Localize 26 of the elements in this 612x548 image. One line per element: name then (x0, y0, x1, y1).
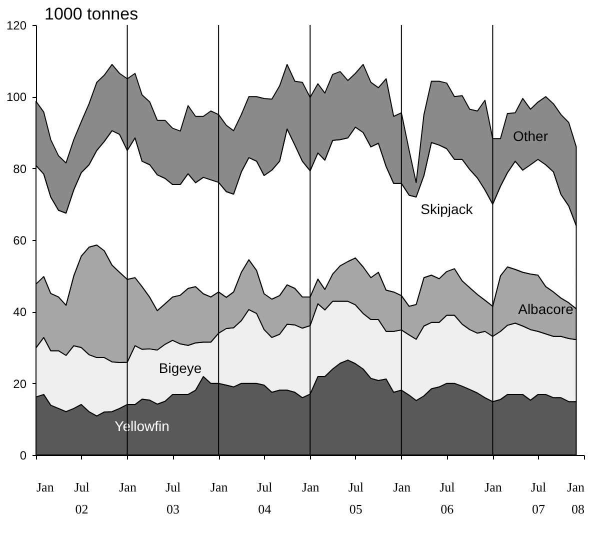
y-tick-label: 40 (13, 305, 27, 320)
y-tick-label: 120 (6, 18, 27, 32)
x-tick-label: Jan (302, 480, 320, 494)
x-tick-label: Jan 08 (567, 480, 585, 516)
y-axis-title: 1000 tonnes (44, 4, 138, 24)
y-tick-label: 60 (13, 234, 27, 248)
series-label: Bigeye (158, 360, 202, 376)
x-tick-label: Jul 05 (348, 480, 364, 516)
x-tick-label: Jan (119, 480, 137, 494)
x-tick-label: Jan (393, 480, 412, 494)
y-tick-label: 80 (13, 162, 27, 176)
x-tick-label: Jul 07 (530, 480, 546, 516)
x-tick-label: Jan (210, 480, 228, 494)
x-tick-label: Jul 02 (74, 480, 90, 516)
x-tick-label: Jan (36, 480, 54, 494)
x-tick-label: Jul 03 (165, 480, 182, 516)
series-label: Other (512, 128, 548, 144)
series-label: Albacore (518, 301, 574, 318)
y-tick-label: 0 (20, 448, 27, 462)
x-tick-label: Jan (484, 480, 502, 494)
series-label: Skipjack (420, 201, 474, 218)
x-tick-label: Jul 06 (440, 480, 456, 516)
x-tick-label: Jul 04 (257, 480, 273, 516)
series-label: Yellowfin (114, 418, 170, 434)
y-tick-label: 20 (13, 376, 27, 391)
y-tick-label: 100 (6, 90, 27, 104)
